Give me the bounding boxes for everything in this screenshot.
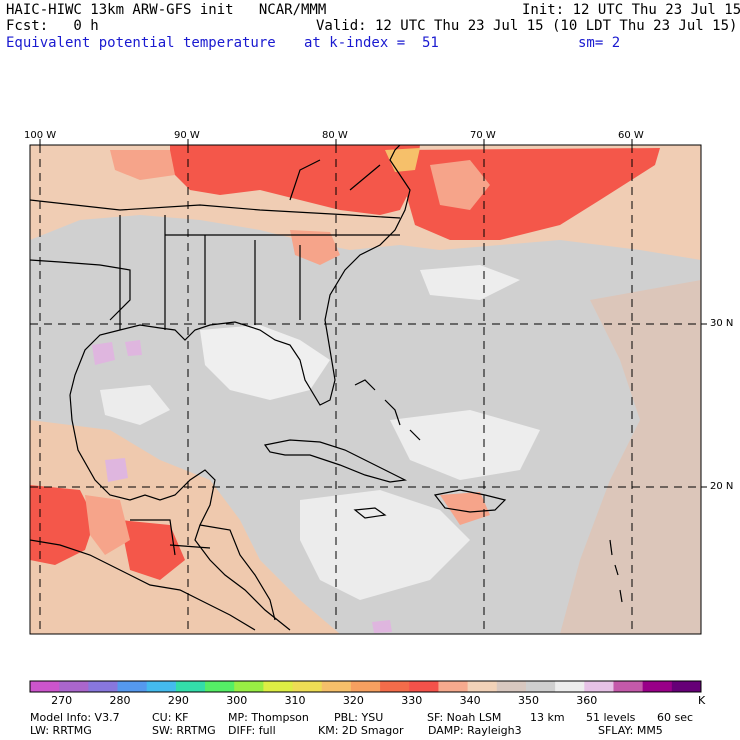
lon-label-90w: 90 W xyxy=(174,130,200,141)
colorbar-tick-label: 310 xyxy=(284,694,306,707)
colorbar-swatch xyxy=(380,681,410,692)
valid-time: Valid: 12 UTC Thu 23 Jul 15 (10 LDT Thu … xyxy=(316,18,738,34)
colorbar-swatch xyxy=(117,681,148,692)
colorbar-swatch xyxy=(525,681,556,692)
colorbar-tick-label: 270 xyxy=(51,694,73,707)
colorbar-swatch xyxy=(613,681,644,692)
forecast-hour: Fcst: 0 h xyxy=(6,18,99,34)
lon-label-80w: 80 W xyxy=(322,130,348,141)
colorbar-tick-label: 290 xyxy=(167,694,189,707)
theta-e-field xyxy=(30,145,701,634)
map-frame xyxy=(29,144,702,635)
colorbar-swatch xyxy=(555,681,585,692)
colorbar-tick-label: 330 xyxy=(401,694,423,707)
model-info-item: PBL: YSU xyxy=(334,711,384,724)
colorbar-swatch xyxy=(146,681,177,692)
colorbar-swatch xyxy=(321,681,352,692)
colorbar-swatch xyxy=(88,681,119,692)
colorbar-swatch xyxy=(175,681,206,692)
map-ticks xyxy=(39,139,707,488)
model-info-item: KM: 2D Smagor xyxy=(318,724,404,737)
colorbar-tick-label: 280 xyxy=(109,694,131,707)
lat-lon-grid xyxy=(30,145,701,634)
model-info-item: CU: KF xyxy=(152,711,189,724)
colorbar-tick-label: 360 xyxy=(576,694,598,707)
model-info-item: 51 levels xyxy=(586,711,636,724)
colorbar-swatch xyxy=(642,681,673,692)
colorbar-swatch xyxy=(496,681,527,692)
colorbar-tick-label: 350 xyxy=(517,694,539,707)
colorbar-swatch xyxy=(671,681,702,692)
colorbar-tick-label: 300 xyxy=(226,694,248,707)
level-index: at k-index = 51 xyxy=(304,35,439,51)
colorbar-swatch xyxy=(30,681,60,692)
model-info-item: SF: Noah LSM xyxy=(427,711,502,724)
colorbar-swatch xyxy=(350,681,381,692)
model-title: HAIC-HIWC 13km ARW-GFS init NCAR/MMM xyxy=(6,2,327,18)
lat-label-20n: 20 N xyxy=(710,481,734,492)
colorbar-border xyxy=(29,680,702,693)
init-time: Init: 12 UTC Thu 23 Jul 15 xyxy=(522,2,740,18)
colorbar-swatch xyxy=(584,681,614,692)
model-info-item: DIFF: full xyxy=(228,724,276,737)
colorbar-swatch xyxy=(409,681,439,692)
model-info-item: SFLAY: MM5 xyxy=(598,724,663,737)
colorbar-swatch xyxy=(59,681,89,692)
model-info-item: MP: Thompson xyxy=(228,711,309,724)
colorbar-tick-label: 320 xyxy=(342,694,364,707)
lat-label-30n: 30 N xyxy=(710,318,734,329)
model-info-item: SW: RRTMG xyxy=(152,724,216,737)
colorbar-swatch xyxy=(263,681,294,692)
colorbar-swatch xyxy=(205,681,235,692)
colorbar-swatch xyxy=(467,681,498,692)
colorbar-unit: K xyxy=(698,694,706,707)
model-info-item: 13 km xyxy=(530,711,565,724)
colorbar-swatch xyxy=(292,681,323,692)
lon-label-60w: 60 W xyxy=(618,130,644,141)
colorbar-swatch xyxy=(234,681,264,692)
lon-label-70w: 70 W xyxy=(470,130,496,141)
model-info-item: 60 sec xyxy=(657,711,694,724)
lon-label-100w: 100 W xyxy=(24,130,57,141)
model-info-item: LW: RRTMG xyxy=(30,724,92,737)
model-info-item: Model Info: V3.7 xyxy=(30,711,120,724)
colorbar xyxy=(29,680,702,693)
colorbar-tick-label: 340 xyxy=(459,694,481,707)
smoothing-value: sm= 2 xyxy=(578,35,621,51)
colorbar-swatch xyxy=(438,681,469,692)
field-name: Equivalent potential temperature xyxy=(6,35,276,51)
model-info-item: DAMP: Rayleigh3 xyxy=(428,724,522,737)
coastlines xyxy=(30,145,623,631)
